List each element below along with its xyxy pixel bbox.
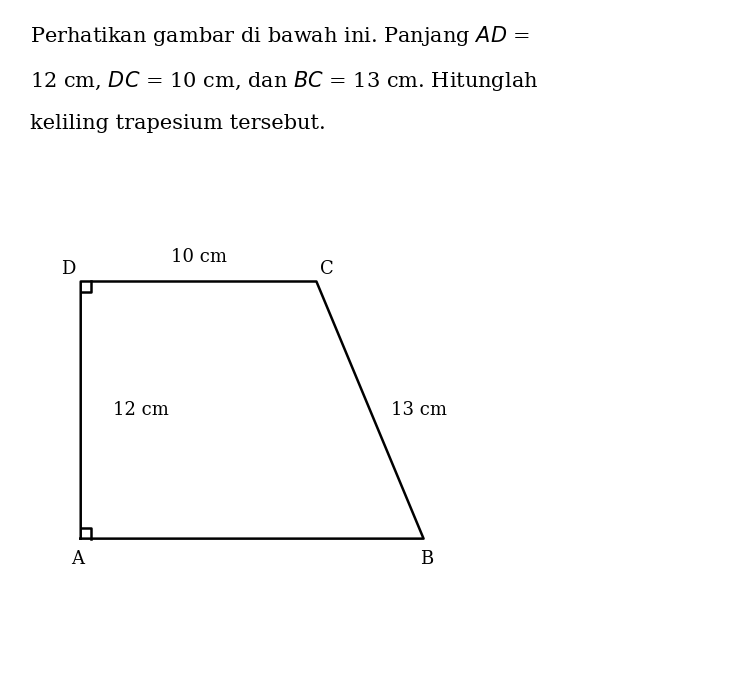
Text: B: B [420,550,434,568]
Text: C: C [320,260,334,278]
Text: 10 cm: 10 cm [170,248,226,266]
Text: 12 cm: 12 cm [112,401,169,419]
Text: Perhatikan gambar di bawah ini. Panjang $AD$ =: Perhatikan gambar di bawah ini. Panjang … [30,24,530,48]
Text: A: A [70,550,84,568]
Text: 13 cm: 13 cm [392,401,448,419]
Text: 12 cm, $DC$ = 10 cm, dan $BC$ = 13 cm. Hitunglah: 12 cm, $DC$ = 10 cm, dan $BC$ = 13 cm. H… [30,69,538,93]
Text: keliling trapesium tersebut.: keliling trapesium tersebut. [30,114,326,133]
Text: D: D [61,260,75,278]
